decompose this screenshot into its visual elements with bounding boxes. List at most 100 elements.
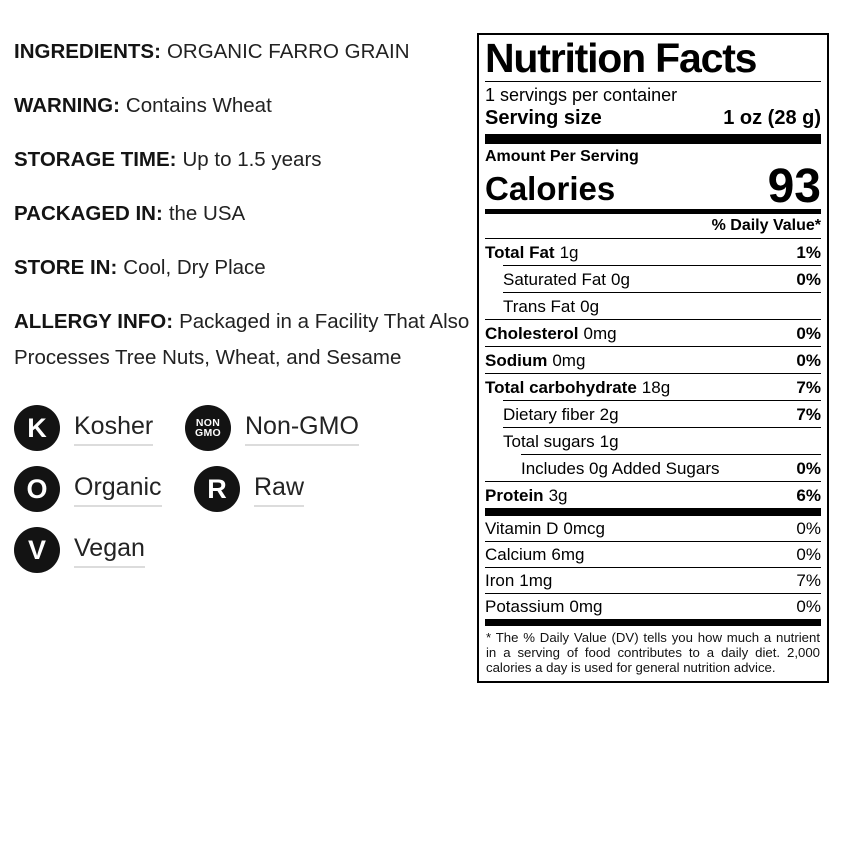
- organic-icon: O: [14, 466, 60, 512]
- serving-size-label: Serving size: [485, 107, 602, 129]
- store-in-paragraph: STORE IN: Cool, Dry Place: [14, 250, 476, 286]
- vitamin-dv: 7%: [796, 571, 821, 590]
- nutrient-rows: Total Fat 1g 1% Saturated Fat 0g 0% Trans …: [485, 238, 821, 508]
- nutrient-dv: 6%: [796, 485, 821, 505]
- vegan-icon: V: [14, 527, 60, 573]
- store-in-value: Cool, Dry Place: [123, 256, 266, 279]
- nutrient-amount: 2g: [599, 404, 619, 424]
- row-vitamin-d: Vitamin D 0mcg 0%: [485, 516, 821, 541]
- packaged-in-value: the USA: [168, 202, 246, 225]
- vitamin-name: Calcium: [485, 545, 547, 564]
- nutrient-name: Total sugars: [503, 431, 595, 451]
- nutrient-name: Trans Fat: [503, 296, 576, 316]
- nutrient-dv: 1%: [796, 242, 821, 262]
- badge-vegan-label: Vegan: [74, 533, 145, 568]
- vitamin-name: Vitamin D: [485, 519, 559, 538]
- daily-value-footnote: * The % Daily Value (DV) tells you how m…: [486, 630, 820, 675]
- warning-value: Contains Wheat: [125, 94, 272, 117]
- vitamin-dv: 0%: [796, 597, 821, 616]
- non-gmo-icon-bottom: GMO: [195, 427, 221, 439]
- nutrient-amount: 3g: [548, 485, 568, 505]
- packaged-in-label: PACKAGED IN:: [14, 202, 163, 225]
- vitamin-amount: 0mcg: [563, 519, 605, 538]
- calories-value: 93: [767, 160, 821, 213]
- certification-badges: K Kosher NON GMO Non-GMO O Organic R Raw …: [14, 405, 476, 573]
- storage-time-paragraph: STORAGE TIME: Up to 1.5 years: [14, 142, 476, 178]
- badge-non-gmo-label: Non-GMO: [245, 411, 359, 446]
- row-total-carbohydrate: Total carbohydrate 18g 7%: [485, 373, 821, 400]
- row-total-sugars: Total sugars 1g: [503, 427, 821, 454]
- product-info-column: INGREDIENTS: ORGANIC FARRO GRAIN WARNING:…: [14, 34, 476, 573]
- nutrition-facts-title: Nutrition Facts: [485, 35, 821, 82]
- ingredients-paragraph: INGREDIENTS: ORGANIC FARRO GRAIN: [14, 34, 476, 70]
- row-trans-fat: Trans Fat 0g: [503, 292, 821, 319]
- vitamin-name: Potassium: [485, 597, 565, 616]
- nutrient-name: Protein: [485, 485, 544, 505]
- amount-per-serving-label: Amount Per Serving: [485, 148, 639, 165]
- vitamin-amount: 0mg: [569, 597, 603, 616]
- nutrient-dv: 0%: [796, 323, 821, 343]
- nutrient-name: Total Fat: [485, 242, 555, 262]
- badge-organic: O Organic: [14, 466, 162, 512]
- badge-non-gmo: NON GMO Non-GMO: [185, 405, 359, 451]
- row-sodium: Sodium 0mg 0%: [485, 346, 821, 373]
- vitamin-dv: 0%: [796, 519, 821, 538]
- nutrient-amount: 18g: [641, 377, 671, 397]
- non-gmo-icon-top: NON: [195, 417, 221, 429]
- medium-divider-bar: [485, 209, 821, 214]
- nutrient-dv: 0%: [796, 350, 821, 370]
- nutrient-amount: 0mg: [552, 350, 586, 370]
- calories-label: Calories: [485, 170, 616, 207]
- badge-raw-label: Raw: [254, 472, 305, 507]
- warning-paragraph: WARNING: Contains Wheat: [14, 88, 476, 124]
- nutrient-amount: 1g: [559, 242, 579, 262]
- row-calcium: Calcium 6mg 0%: [485, 541, 821, 567]
- storage-time-label: STORAGE TIME:: [14, 148, 177, 171]
- nutrient-amount: 0g: [611, 269, 630, 289]
- nutrient-name: Dietary fiber: [503, 404, 595, 424]
- thick-divider-bar: [485, 619, 821, 626]
- nutrient-amount: 0mg: [583, 323, 617, 343]
- nutrient-amount: 0g: [580, 296, 600, 316]
- nutrient-name: Cholesterol: [485, 323, 579, 343]
- row-iron: Iron 1mg 7%: [485, 567, 821, 593]
- nutrient-dv: 0%: [796, 269, 821, 289]
- nutrition-facts-panel: Nutrition Facts 1 servings per container…: [477, 33, 829, 683]
- badge-kosher-label: Kosher: [74, 411, 154, 446]
- serving-size-row: Serving size 1 oz (28 g): [485, 107, 821, 130]
- row-total-fat: Total Fat 1g 1%: [485, 238, 821, 265]
- thick-divider-bar: [485, 508, 821, 516]
- daily-value-header: % Daily Value*: [711, 217, 821, 234]
- ingredients-label: INGREDIENTS:: [14, 40, 161, 63]
- allergy-info-label: ALLERGY INFO:: [14, 310, 174, 333]
- row-potassium: Potassium 0mg 0%: [485, 593, 821, 619]
- row-saturated-fat: Saturated Fat 0g 0%: [503, 265, 821, 292]
- row-cholesterol: Cholesterol 0mg 0%: [485, 319, 821, 346]
- nutrient-dv: 7%: [796, 404, 821, 424]
- storage-time-value: Up to 1.5 years: [182, 148, 322, 171]
- non-gmo-icon: NON GMO: [185, 405, 231, 451]
- badge-raw: R Raw: [194, 466, 305, 512]
- calories-row: Calories 93: [485, 160, 821, 213]
- vitamin-amount: 6mg: [551, 545, 585, 564]
- nutrient-dv: 0%: [796, 458, 821, 478]
- nutrient-name: Sodium: [485, 350, 548, 370]
- nutrient-amount: 1g: [599, 431, 619, 451]
- nutrient-name: Saturated Fat: [503, 269, 607, 289]
- badge-organic-label: Organic: [74, 472, 162, 507]
- nutrient-name: Includes 0g Added Sugars: [521, 458, 720, 478]
- vitamin-name: Iron: [485, 571, 515, 590]
- kosher-icon: K: [14, 405, 60, 451]
- row-protein: Protein 3g 6%: [485, 481, 821, 508]
- row-added-sugars: Includes 0g Added Sugars 0%: [521, 454, 821, 481]
- ingredients-value: ORGANIC FARRO GRAIN: [166, 40, 410, 63]
- badge-vegan: V Vegan: [14, 527, 145, 573]
- allergy-info-value: Packaged in a Facility That Also Process…: [14, 310, 470, 369]
- row-dietary-fiber: Dietary fiber 2g 7%: [503, 400, 821, 427]
- nutrient-dv: 7%: [796, 377, 821, 397]
- vitamin-amount: 1mg: [519, 571, 553, 590]
- vitamin-dv: 0%: [796, 545, 821, 564]
- nutrient-name: Total carbohydrate: [485, 377, 637, 397]
- serving-size-value: 1 oz (28 g): [723, 107, 821, 129]
- badge-kosher: K Kosher: [14, 405, 154, 451]
